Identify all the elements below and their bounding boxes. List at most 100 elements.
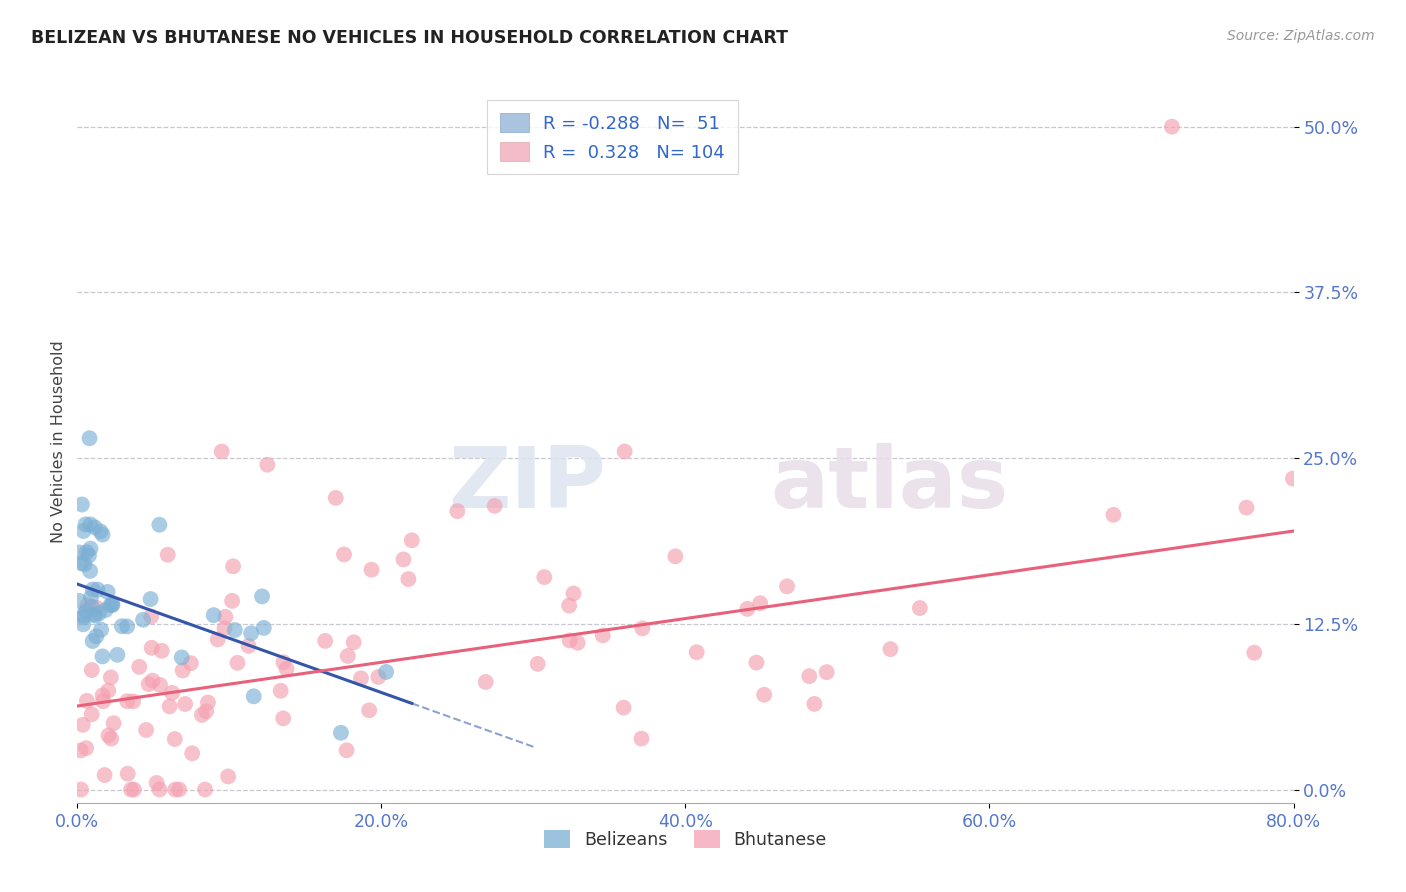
Point <box>105 648 128 662</box>
Point <box>754 688 776 702</box>
Point <box>558 633 581 648</box>
Point <box>132 613 155 627</box>
Point <box>150 644 173 658</box>
Point <box>75 604 97 618</box>
Point <box>148 517 170 532</box>
Point <box>1161 120 1184 134</box>
Point <box>336 648 359 663</box>
Point <box>84 629 107 643</box>
Point <box>83 607 105 622</box>
Point <box>79 431 101 445</box>
Point <box>401 533 423 548</box>
Point <box>80 663 103 677</box>
Point <box>174 697 197 711</box>
Point <box>91 694 114 708</box>
Point <box>343 635 366 649</box>
Point <box>325 491 347 505</box>
Point <box>97 585 120 599</box>
Point <box>82 634 104 648</box>
Point <box>80 707 103 722</box>
Point <box>101 598 124 612</box>
Point <box>91 649 114 664</box>
Point <box>145 776 167 790</box>
Point <box>120 782 142 797</box>
Point <box>165 782 187 797</box>
Point <box>170 650 193 665</box>
Point <box>749 596 772 610</box>
Point <box>91 527 114 541</box>
Point <box>195 704 218 718</box>
Point <box>73 558 96 572</box>
Point <box>217 769 239 783</box>
Point <box>148 782 170 797</box>
Point <box>745 656 768 670</box>
Point <box>207 632 229 647</box>
Point <box>392 552 415 566</box>
Point <box>474 675 496 690</box>
Point <box>181 747 204 761</box>
Point <box>79 564 101 578</box>
Point <box>100 670 122 684</box>
Point <box>135 723 157 737</box>
Point <box>202 608 225 623</box>
Point <box>115 619 138 633</box>
Point <box>737 602 759 616</box>
Point <box>80 591 103 605</box>
Point <box>567 636 589 650</box>
Point <box>156 548 179 562</box>
Point <box>211 444 233 458</box>
Point <box>360 563 382 577</box>
Point <box>221 594 243 608</box>
Point <box>122 694 145 708</box>
Point <box>396 572 419 586</box>
Point <box>803 697 825 711</box>
Point <box>72 610 94 624</box>
Point <box>359 703 381 717</box>
Point <box>70 556 93 570</box>
Point <box>86 600 108 615</box>
Point <box>1236 500 1258 515</box>
Point <box>72 718 94 732</box>
Y-axis label: No Vehicles in Household: No Vehicles in Household <box>51 340 66 543</box>
Point <box>163 732 186 747</box>
Point <box>776 579 799 593</box>
Point <box>87 607 110 621</box>
Point <box>167 782 190 797</box>
Point <box>138 677 160 691</box>
Text: atlas: atlas <box>770 443 1010 526</box>
Point <box>103 716 125 731</box>
Point <box>76 694 98 708</box>
Point <box>1282 472 1305 486</box>
Point <box>613 444 636 458</box>
Point <box>79 541 101 556</box>
Point <box>350 671 373 685</box>
Point <box>79 517 101 532</box>
Point <box>242 690 264 704</box>
Point <box>139 592 162 607</box>
Point <box>128 660 150 674</box>
Point <box>238 639 260 653</box>
Point <box>72 617 94 632</box>
Point <box>90 623 112 637</box>
Point <box>194 782 217 797</box>
Point <box>214 621 236 635</box>
Point <box>613 700 636 714</box>
Point <box>111 619 134 633</box>
Point <box>72 524 94 538</box>
Point <box>685 645 707 659</box>
Point <box>879 642 901 657</box>
Point <box>314 634 336 648</box>
Point <box>558 599 581 613</box>
Point <box>329 726 352 740</box>
Point <box>91 689 114 703</box>
Point <box>630 731 652 746</box>
Point <box>276 662 298 676</box>
Point <box>1243 646 1265 660</box>
Point <box>446 504 468 518</box>
Point <box>101 598 124 612</box>
Text: ZIP: ZIP <box>449 443 606 526</box>
Point <box>526 657 548 671</box>
Point <box>67 545 90 559</box>
Point <box>86 582 108 597</box>
Point <box>141 640 163 655</box>
